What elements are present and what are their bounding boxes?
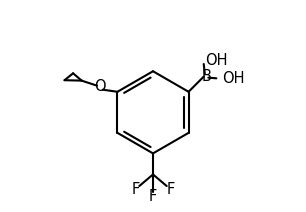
Text: OH: OH — [222, 71, 245, 86]
Text: B: B — [202, 69, 211, 84]
Text: OH: OH — [205, 53, 227, 68]
Text: F: F — [131, 182, 140, 197]
Text: F: F — [166, 182, 175, 197]
Text: F: F — [149, 189, 157, 204]
Text: O: O — [94, 80, 105, 94]
